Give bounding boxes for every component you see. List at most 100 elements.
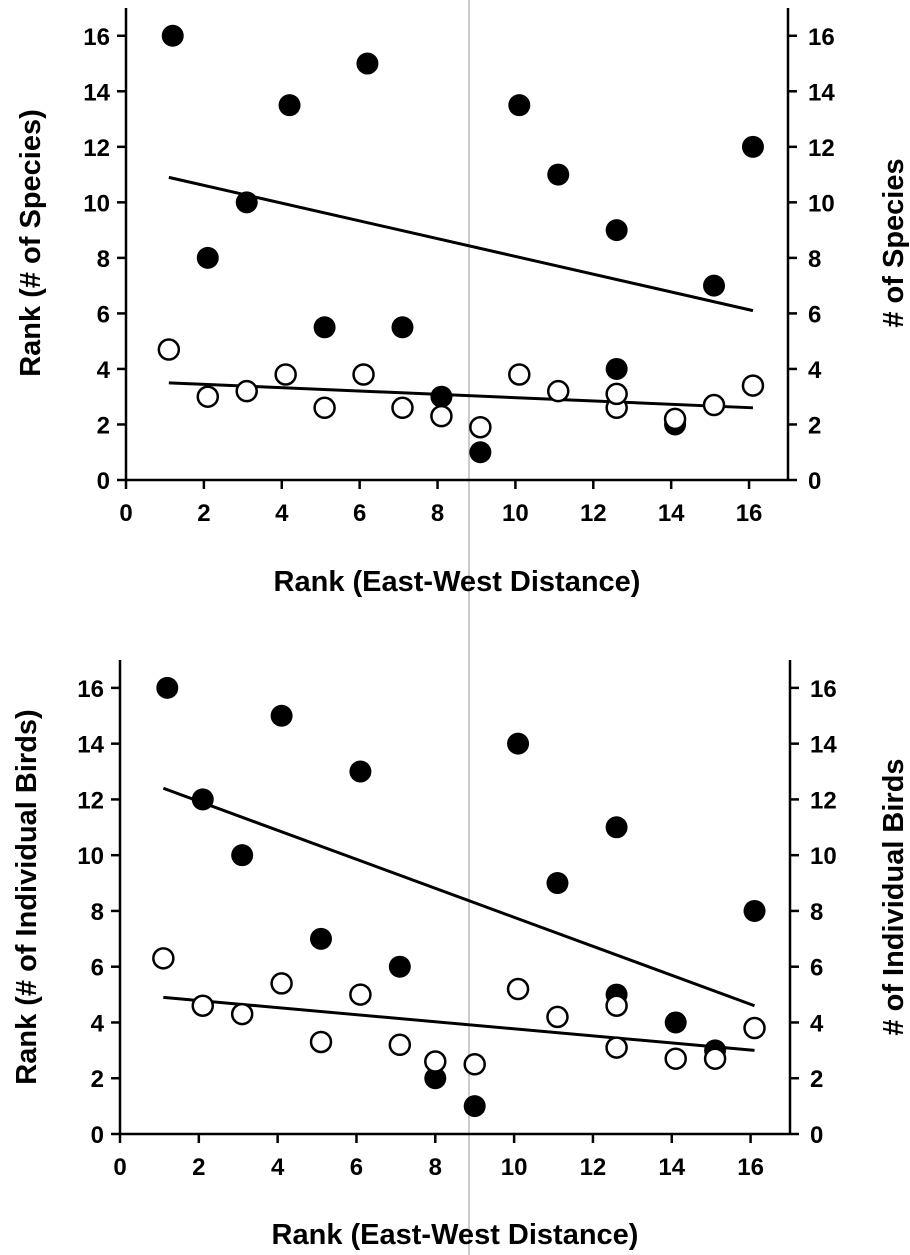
filled-point (703, 274, 726, 297)
open-point (352, 363, 375, 386)
filled-point (605, 357, 628, 380)
right-y-axis-title: # of Individual Birds (878, 758, 910, 1035)
open-point (605, 382, 628, 406)
filled-point (605, 816, 628, 839)
x-tick-label: 0 (119, 500, 132, 527)
open-point (391, 396, 414, 420)
right-y-tick-label: 2 (808, 412, 821, 439)
y-tick-label: 6 (91, 955, 104, 982)
x-tick-label: 6 (353, 500, 366, 527)
x-tick-label: 8 (431, 500, 444, 527)
y-tick-label: 4 (97, 357, 111, 384)
x-tick-label: 14 (658, 1154, 685, 1181)
filled-trend-line (168, 175, 754, 313)
open-trend-line (168, 381, 754, 410)
left-y-axis-title: Rank (# of Individual Birds) (11, 709, 43, 1084)
x-tick-label: 6 (350, 1154, 363, 1181)
y-tick-label: 8 (97, 246, 110, 273)
x-tick-label: 10 (502, 500, 529, 527)
left-y-axis-title: Rank (# of Species) (15, 109, 47, 377)
filled-point (507, 732, 530, 755)
y-tick-label: 6 (97, 301, 110, 328)
x-tick-label: 16 (737, 1154, 764, 1181)
open-point (270, 972, 293, 995)
open-point (157, 338, 181, 361)
open-point (508, 363, 531, 386)
tick-marks (111, 686, 799, 1143)
open-point (424, 1050, 447, 1073)
x-tick-label: 16 (736, 500, 763, 527)
filled-point (508, 94, 531, 117)
x-tick-label: 10 (501, 1154, 528, 1181)
filled-point (191, 788, 214, 811)
open-point (196, 385, 220, 408)
filled-point (430, 385, 453, 408)
right-y-tick-label: 4 (808, 357, 822, 384)
right-y-tick-label: 6 (808, 301, 821, 328)
right-y-tick-label: 14 (808, 79, 835, 106)
y-tick-label: 12 (77, 787, 104, 814)
right-y-tick-label: 8 (808, 246, 821, 273)
left-y-tick-labels: 0 2 4 6 8 10 12 14 16 (83, 24, 110, 495)
individual-birds-panel: 0 2 4 6 8 10 12 14 16 0 2 4 6 8 10 12 14 16 0 2 4 6 8 10 12 14 1… (11, 660, 910, 1251)
filled-point (161, 24, 184, 47)
open-point (463, 1053, 486, 1076)
x-tick-label: 4 (275, 500, 289, 527)
y-tick-label: 16 (83, 24, 110, 51)
open-point (546, 379, 570, 403)
y-tick-label: 2 (91, 1066, 104, 1093)
filled-point (270, 704, 293, 727)
right-y-tick-label: 6 (810, 955, 823, 982)
right-y-tick-label: 12 (810, 787, 837, 814)
x-tick-labels: 0 2 4 6 8 10 12 14 16 (119, 500, 762, 527)
filled-trend-line (162, 786, 756, 1008)
x-tick-label: 14 (658, 500, 685, 527)
right-y-tick-label: 0 (808, 468, 821, 495)
filled-point (278, 94, 301, 117)
filled-point (356, 52, 379, 75)
filled-point (664, 1011, 687, 1034)
y-tick-label: 14 (83, 79, 110, 106)
y-tick-label: 0 (97, 468, 110, 495)
x-tick-label: 0 (113, 1154, 126, 1181)
x-axis-title: Rank (East-West Distance) (274, 566, 641, 598)
right-y-tick-label: 12 (808, 135, 835, 162)
open-point (605, 1036, 628, 1059)
data-points (152, 676, 766, 1118)
y-tick-label: 14 (77, 732, 104, 759)
right-y-tick-label: 10 (810, 843, 837, 870)
open-point (191, 994, 215, 1017)
data-points (157, 24, 765, 464)
open-point (663, 407, 687, 431)
x-tick-label: 8 (429, 1154, 442, 1181)
species-panel: 0 2 4 6 8 10 12 14 16 0 2 4 6 8 10 12 14 16 0 2 4 6 8 10 12 14 1… (15, 8, 910, 598)
filled-point (196, 246, 219, 269)
y-tick-label: 10 (77, 843, 104, 870)
open-point (230, 1002, 254, 1026)
right-y-axis-title: # of Species (878, 158, 910, 327)
x-axis-title: Rank (East-West Distance) (272, 1219, 639, 1251)
right-y-tick-labels: 0 2 4 6 8 10 12 14 16 (808, 24, 835, 495)
right-y-tick-label: 16 (810, 676, 837, 703)
left-y-tick-labels: 0 2 4 6 8 10 12 14 16 (77, 676, 104, 1149)
open-point (313, 396, 336, 420)
x-tick-label: 12 (580, 500, 607, 527)
x-tick-label: 12 (580, 1154, 607, 1181)
filled-point (547, 163, 570, 186)
open-point (605, 994, 628, 1017)
filled-point (310, 927, 332, 950)
filled-point (313, 316, 336, 339)
filled-point (349, 760, 372, 783)
y-tick-label: 2 (97, 412, 110, 439)
open-point (309, 1030, 333, 1054)
y-tick-label: 10 (83, 190, 110, 217)
filled-point (546, 872, 569, 895)
filled-point (741, 135, 764, 158)
y-tick-label: 16 (77, 676, 104, 703)
y-tick-label: 12 (83, 135, 110, 162)
open-point (235, 379, 258, 403)
y-tick-label: 0 (91, 1122, 104, 1149)
open-point (703, 1047, 727, 1070)
filled-point (605, 219, 628, 242)
